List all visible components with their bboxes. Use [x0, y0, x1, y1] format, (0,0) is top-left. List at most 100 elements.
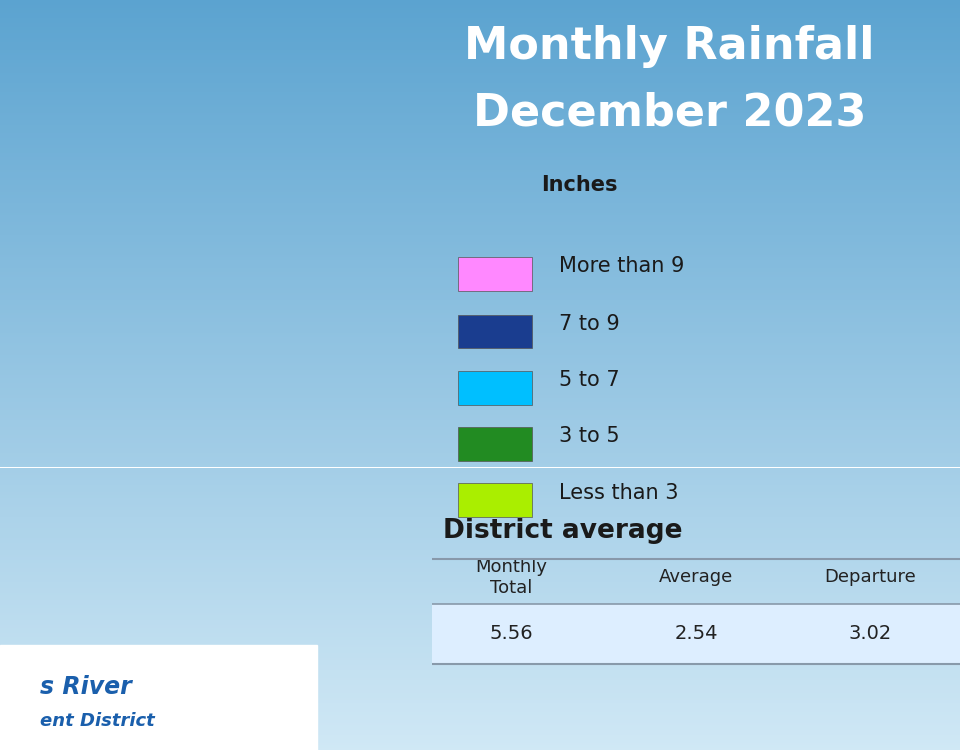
Bar — [0, 295, 960, 298]
Bar — [0, 240, 960, 242]
Bar — [0, 2, 960, 5]
Bar — [0, 232, 960, 235]
Bar — [0, 262, 960, 265]
Bar — [0, 92, 960, 95]
Bar — [0, 658, 960, 660]
Bar — [0, 68, 960, 70]
Bar — [0, 550, 960, 553]
Bar — [0, 530, 960, 532]
Bar — [0, 740, 960, 742]
Bar — [0, 638, 960, 640]
Bar — [0, 635, 960, 638]
Bar — [0, 548, 960, 550]
Bar — [0, 613, 960, 615]
Bar — [0, 610, 960, 613]
Bar — [0, 338, 960, 340]
Bar — [0, 745, 960, 748]
Bar — [0, 362, 960, 365]
Bar — [0, 197, 960, 200]
Bar — [0, 223, 960, 225]
Bar — [0, 645, 317, 750]
Bar — [0, 145, 960, 148]
Bar — [0, 242, 960, 245]
Bar — [0, 50, 960, 52]
Bar — [0, 615, 960, 617]
Bar — [0, 388, 960, 390]
Bar — [0, 65, 960, 68]
Bar — [459, 371, 532, 405]
Bar — [0, 40, 960, 43]
Bar — [0, 152, 960, 155]
Bar — [0, 645, 960, 647]
Bar — [0, 662, 960, 665]
Bar — [0, 32, 960, 35]
Bar — [0, 608, 960, 610]
Bar — [0, 478, 960, 480]
Bar — [0, 313, 960, 315]
Bar — [0, 578, 960, 580]
Bar — [0, 690, 960, 692]
Bar — [0, 655, 960, 658]
Bar — [0, 182, 960, 185]
Bar — [0, 665, 960, 668]
Bar — [0, 712, 960, 715]
Bar — [0, 310, 960, 313]
Bar — [0, 272, 960, 275]
Bar — [0, 728, 960, 730]
Bar — [0, 518, 960, 520]
Bar — [0, 700, 960, 703]
Bar — [0, 365, 960, 368]
Text: Less than 3: Less than 3 — [559, 483, 678, 502]
Bar — [0, 13, 960, 15]
Text: 3 to 5: 3 to 5 — [559, 427, 619, 446]
Bar — [0, 632, 960, 635]
Bar — [0, 695, 960, 698]
Bar — [0, 442, 960, 445]
Bar — [0, 705, 960, 707]
Bar — [0, 280, 960, 283]
Bar — [0, 200, 960, 202]
Bar — [0, 475, 960, 478]
Bar — [0, 248, 960, 250]
Bar — [0, 673, 960, 675]
Bar — [0, 320, 960, 322]
Text: Average: Average — [659, 568, 733, 586]
Bar — [0, 112, 960, 115]
Bar — [0, 332, 960, 335]
Bar — [0, 630, 960, 632]
Bar — [0, 598, 960, 600]
Bar — [0, 620, 960, 622]
Bar — [0, 405, 960, 407]
Bar — [0, 28, 960, 30]
Bar — [0, 225, 960, 227]
Bar — [0, 20, 960, 22]
Bar — [0, 43, 960, 45]
Bar — [0, 523, 960, 525]
Bar — [0, 382, 960, 385]
Bar — [0, 55, 960, 58]
Text: Monthly
Total: Monthly Total — [475, 558, 547, 597]
Bar — [0, 180, 960, 182]
Bar — [0, 80, 960, 82]
Bar — [0, 172, 960, 175]
Bar — [0, 433, 960, 435]
Bar — [0, 495, 960, 497]
Bar — [0, 510, 960, 512]
Bar — [0, 190, 960, 193]
Bar — [0, 430, 960, 433]
Bar — [0, 560, 960, 562]
Bar — [0, 15, 960, 17]
Bar — [0, 302, 960, 305]
Bar — [0, 305, 960, 308]
Bar — [0, 622, 960, 625]
Bar — [0, 90, 960, 92]
Bar — [0, 572, 960, 575]
Bar — [0, 250, 960, 253]
Bar — [0, 208, 960, 210]
Bar — [0, 88, 960, 90]
Bar — [0, 470, 960, 472]
Bar — [0, 58, 960, 60]
Bar — [0, 452, 960, 455]
Bar — [0, 458, 960, 460]
Text: 7 to 9: 7 to 9 — [559, 314, 619, 334]
